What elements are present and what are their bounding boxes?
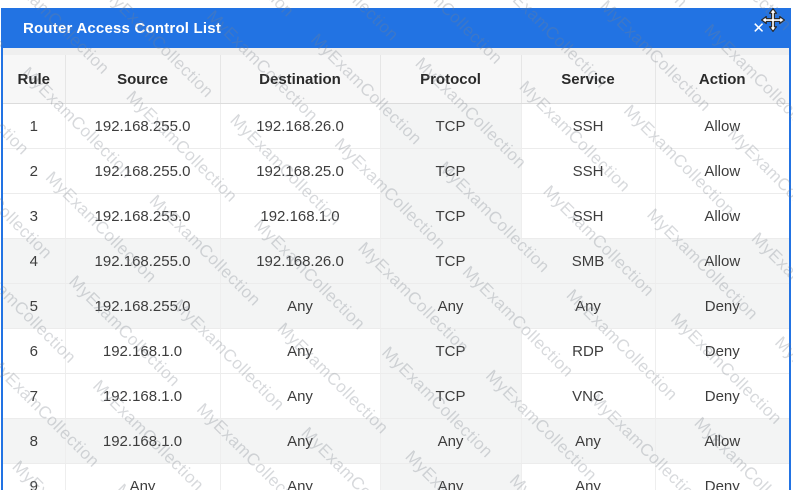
cell-protocol: Any [380, 463, 522, 490]
table-header-row: Rule Source Destination Protocol Service… [3, 55, 789, 104]
col-header-rule: Rule [3, 55, 66, 104]
dialog-title: Router Access Control List [23, 19, 222, 37]
cell-action: Allow [655, 418, 789, 464]
cell-service: Any [521, 463, 656, 490]
dialog-titlebar[interactable]: Router Access Control List ✕ [3, 8, 789, 48]
cell-destination: Any [220, 463, 381, 490]
cell-action: Allow [655, 148, 789, 194]
cell-rule: 7 [3, 373, 66, 419]
cell-service: SSH [521, 103, 656, 149]
cell-action: Allow [655, 193, 789, 239]
cell-destination: Any [220, 373, 381, 419]
cell-source: 192.168.255.0 [65, 103, 221, 149]
cell-destination: 192.168.25.0 [220, 148, 381, 194]
cell-protocol: TCP [380, 238, 522, 284]
cell-protocol: TCP [380, 373, 522, 419]
cell-destination: Any [220, 283, 381, 329]
titlebar-divider [3, 48, 789, 55]
cell-rule: 8 [3, 418, 66, 464]
acl-table: Rule Source Destination Protocol Service… [3, 55, 789, 490]
cell-action: Deny [655, 373, 789, 419]
cell-destination: 192.168.26.0 [220, 103, 381, 149]
cell-service: VNC [521, 373, 656, 419]
acl-dialog: Router Access Control List ✕ Rule Source… [1, 8, 791, 490]
cell-service: SMB [521, 238, 656, 284]
cell-source: 192.168.1.0 [65, 373, 221, 419]
col-header-protocol: Protocol [380, 55, 522, 104]
cell-protocol: TCP [380, 328, 522, 374]
cell-source: 192.168.255.0 [65, 193, 221, 239]
cell-protocol: TCP [380, 103, 522, 149]
cell-service: Any [521, 418, 656, 464]
cell-rule: 9 [3, 463, 66, 490]
cell-service: SSH [521, 193, 656, 239]
cell-rule: 3 [3, 193, 66, 239]
table-row: 8 192.168.1.0 Any Any Any Allow [3, 418, 789, 464]
col-header-source: Source [65, 55, 221, 104]
cell-source: 192.168.1.0 [65, 328, 221, 374]
table-row: 6 192.168.1.0 Any TCP RDP Deny [3, 328, 789, 374]
table-row: 3 192.168.255.0 192.168.1.0 TCP SSH Allo… [3, 193, 789, 239]
cell-protocol: Any [380, 283, 522, 329]
cell-source: 192.168.255.0 [65, 148, 221, 194]
cell-protocol: Any [380, 418, 522, 464]
cell-source: 192.168.255.0 [65, 238, 221, 284]
table-row: 4 192.168.255.0 192.168.26.0 TCP SMB All… [3, 238, 789, 284]
cell-action: Allow [655, 103, 789, 149]
cell-service: SSH [521, 148, 656, 194]
cell-action: Deny [655, 463, 789, 490]
table-row: 1 192.168.255.0 192.168.26.0 TCP SSH All… [3, 103, 789, 149]
cell-protocol: TCP [380, 193, 522, 239]
cell-source: Any [65, 463, 221, 490]
col-header-service: Service [521, 55, 656, 104]
cell-action: Allow [655, 238, 789, 284]
cell-service: RDP [521, 328, 656, 374]
cell-rule: 1 [3, 103, 66, 149]
table-row: 7 192.168.1.0 Any TCP VNC Deny [3, 373, 789, 419]
table-row: 9 Any Any Any Any Deny [3, 463, 789, 490]
cell-action: Deny [655, 283, 789, 329]
cell-destination: 192.168.26.0 [220, 238, 381, 284]
close-icon[interactable]: ✕ [752, 20, 765, 37]
cell-rule: 2 [3, 148, 66, 194]
cell-protocol: TCP [380, 148, 522, 194]
cell-rule: 5 [3, 283, 66, 329]
cell-action: Deny [655, 328, 789, 374]
col-header-destination: Destination [220, 55, 381, 104]
cell-service: Any [521, 283, 656, 329]
table-row: 5 192.168.255.0 Any Any Any Deny [3, 283, 789, 329]
cell-destination: Any [220, 328, 381, 374]
col-header-action: Action [655, 55, 789, 104]
table-row: 2 192.168.255.0 192.168.25.0 TCP SSH All… [3, 148, 789, 194]
cell-source: 192.168.1.0 [65, 418, 221, 464]
cell-destination: Any [220, 418, 381, 464]
cell-rule: 4 [3, 238, 66, 284]
cell-destination: 192.168.1.0 [220, 193, 381, 239]
cell-source: 192.168.255.0 [65, 283, 221, 329]
cell-rule: 6 [3, 328, 66, 374]
